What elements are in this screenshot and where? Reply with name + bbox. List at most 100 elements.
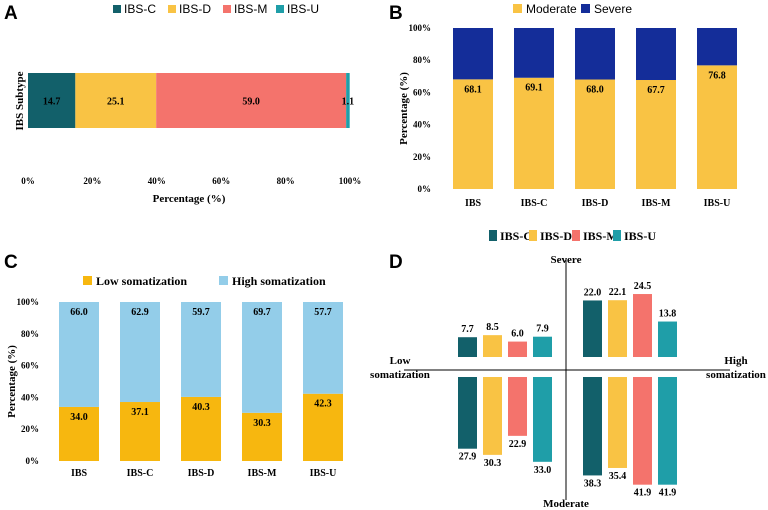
data-label-bottom-right: 41.9 bbox=[659, 488, 677, 499]
legend-swatch-ibs-d bbox=[168, 5, 176, 13]
data-label-bottom-right: 41.9 bbox=[634, 488, 652, 499]
bar-top-left-ibs-m bbox=[508, 341, 527, 357]
panel-label-c: C bbox=[4, 252, 18, 273]
panel-a-chart: IBS-C IBS-D IBS-M IBS-U IBS Subtype 14.7 25.1 5… bbox=[14, 2, 361, 205]
x-tick-label-ibs-c: IBS-C bbox=[521, 198, 548, 209]
data-label: 67.7 bbox=[647, 85, 665, 96]
data-label: 66.0 bbox=[70, 307, 88, 318]
panel-label-b: B bbox=[389, 3, 403, 24]
bar-segment-high-somatization bbox=[242, 302, 282, 413]
axis-label-high-somatization-line1: High bbox=[724, 355, 747, 367]
data-label-ibs-d: 25.1 bbox=[107, 97, 125, 108]
legend-label-ibs-m: IBS-M bbox=[234, 2, 267, 16]
y-tick-label: 100% bbox=[17, 297, 40, 307]
axis-label-low-somatization-line2: somatization bbox=[370, 369, 430, 381]
x-tick-label-ibs-u: IBS-U bbox=[310, 468, 337, 479]
data-label-ibs-u: 1.1 bbox=[342, 97, 355, 108]
x-tick-label: 0% bbox=[21, 176, 35, 186]
bar-segment-high-somatization bbox=[120, 302, 160, 403]
legend-label-high-somatization: High somatization bbox=[232, 274, 326, 288]
x-tick-label-ibs-m: IBS-M bbox=[642, 198, 671, 209]
panel-label-a: A bbox=[4, 3, 18, 24]
legend-label-ibs-u: IBS-U bbox=[287, 2, 319, 16]
data-label-bottom-right: 38.3 bbox=[584, 478, 602, 489]
bar-segment-severe bbox=[636, 28, 676, 81]
x-tick-label-ibs-c: IBS-C bbox=[127, 468, 154, 479]
data-label-top-left: 7.7 bbox=[461, 324, 474, 335]
bar-top-left-ibs-d bbox=[483, 335, 502, 357]
bar-segment-moderate bbox=[636, 80, 676, 189]
legend-swatch-ibs-c bbox=[113, 5, 121, 13]
bar-bottom-right-ibs-m bbox=[633, 377, 652, 485]
bar-segment-low-somatization bbox=[303, 393, 343, 461]
bar-bottom-left-ibs-c bbox=[458, 377, 477, 449]
axis-label-moderate: Moderate bbox=[543, 498, 589, 510]
data-label-top-left: 6.0 bbox=[511, 329, 524, 340]
data-label: 34.0 bbox=[70, 412, 88, 423]
bar-segment-high-somatization bbox=[303, 302, 343, 394]
x-tick-label: 20% bbox=[83, 176, 101, 186]
bar-top-right-ibs-d bbox=[608, 300, 627, 357]
axis-label-high-somatization-line2: somatization bbox=[706, 369, 766, 381]
x-tick-label: 80% bbox=[277, 176, 295, 186]
data-label-top-right: 24.5 bbox=[634, 281, 652, 292]
legend-label-ibs-m: IBS-M bbox=[583, 229, 618, 243]
legend-label-ibs-d: IBS-D bbox=[540, 229, 572, 243]
bar-segment-high-somatization bbox=[181, 302, 221, 397]
data-label: 62.9 bbox=[131, 307, 149, 318]
data-label: 42.3 bbox=[314, 399, 332, 410]
y-tick-label: 100% bbox=[409, 23, 432, 33]
x-tick-label-ibs-d: IBS-D bbox=[582, 198, 609, 209]
data-label-top-right: 13.8 bbox=[659, 309, 677, 320]
y-axis-title: Percentage (%) bbox=[398, 72, 410, 145]
data-label-ibs-m: 59.0 bbox=[242, 97, 260, 108]
data-label-bottom-left: 33.0 bbox=[534, 465, 552, 476]
x-tick-label: 40% bbox=[148, 176, 166, 186]
axis-label-severe: Severe bbox=[551, 254, 582, 266]
bar-segment-severe bbox=[575, 28, 615, 80]
bar-top-right-ibs-m bbox=[633, 294, 652, 357]
legend-label-low-somatization: Low somatization bbox=[96, 274, 187, 288]
legend-swatch-severe bbox=[581, 4, 590, 13]
data-label-top-right: 22.0 bbox=[584, 287, 602, 298]
legend-label-ibs-d: IBS-D bbox=[179, 2, 211, 16]
legend-label-ibs-c: IBS-C bbox=[124, 2, 156, 16]
legend-label-severe: Severe bbox=[594, 2, 632, 16]
data-label: 37.1 bbox=[131, 407, 149, 418]
bar-segment-moderate bbox=[575, 79, 615, 189]
y-axis-title: Percentage (%) bbox=[6, 345, 18, 418]
panel-c-chart: 0% 20% 40% 60% 80% 100% Percentage (%) Low soma… bbox=[6, 274, 343, 479]
data-label: 68.0 bbox=[586, 85, 604, 96]
legend-swatch-ibs-u bbox=[276, 5, 284, 13]
bar-segment-ibs-c bbox=[28, 73, 76, 128]
bar-top-left-ibs-c bbox=[458, 337, 477, 357]
legend-label-moderate: Moderate bbox=[526, 2, 577, 16]
x-tick-label-ibs: IBS bbox=[71, 468, 88, 479]
data-label-bottom-left: 27.9 bbox=[459, 452, 477, 463]
legend-swatch-ibs-m bbox=[223, 5, 231, 13]
bar-segment-severe bbox=[697, 28, 737, 66]
bar-segment-ibs-u bbox=[346, 73, 350, 128]
y-tick-label: 20% bbox=[21, 424, 39, 434]
x-tick-label-ibs-u: IBS-U bbox=[704, 198, 731, 209]
x-tick-label-ibs-m: IBS-M bbox=[248, 468, 277, 479]
legend-swatch-ibs-d bbox=[529, 230, 537, 241]
x-tick-label: 60% bbox=[212, 176, 230, 186]
bar-segment-severe bbox=[514, 28, 554, 78]
data-label-top-left: 8.5 bbox=[486, 322, 499, 333]
legend-swatch-high-somatization bbox=[219, 276, 228, 285]
data-label: 57.7 bbox=[314, 307, 332, 318]
bar-segment-ibs-m bbox=[156, 73, 347, 128]
bar-bottom-right-ibs-c bbox=[583, 377, 602, 476]
y-tick-label: 40% bbox=[413, 120, 431, 130]
y-tick-label: 40% bbox=[21, 392, 39, 402]
bar-top-left-ibs-u bbox=[533, 336, 552, 357]
data-label: 69.1 bbox=[525, 83, 543, 94]
data-label: 30.3 bbox=[253, 418, 271, 429]
y-axis-title: IBS Subtype bbox=[14, 71, 26, 130]
bar-bottom-left-ibs-d bbox=[483, 377, 502, 455]
data-label: 69.7 bbox=[253, 307, 271, 318]
legend-swatch-low-somatization bbox=[83, 276, 92, 285]
bar-bottom-right-ibs-u bbox=[658, 377, 677, 485]
